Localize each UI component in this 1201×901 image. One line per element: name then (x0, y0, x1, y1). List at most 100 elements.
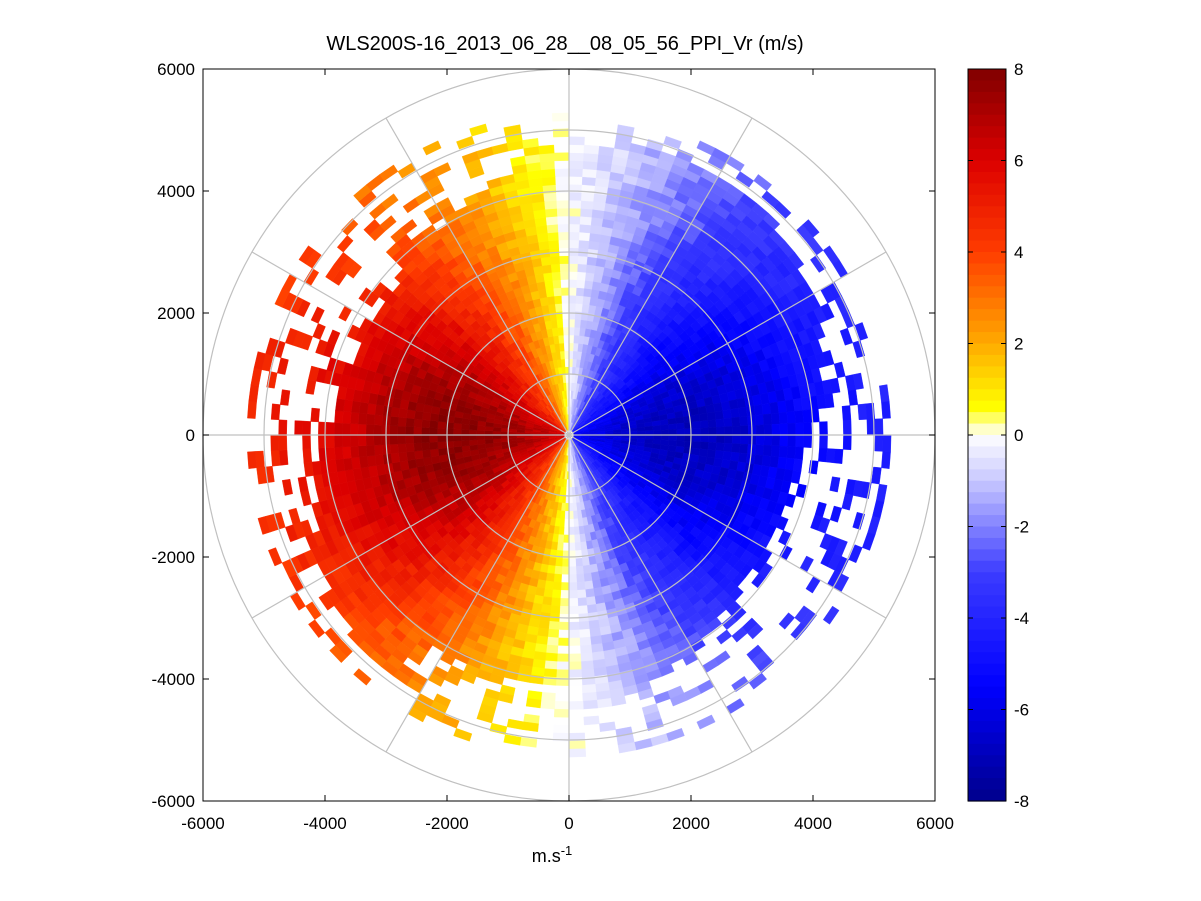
velocity-cell (560, 271, 570, 280)
velocity-cell (762, 413, 773, 426)
velocity-cell (560, 358, 566, 368)
velocity-cell (676, 440, 685, 448)
velocity-cell (437, 441, 447, 450)
velocity-cell (573, 326, 581, 336)
velocity-cell (573, 526, 580, 536)
velocity-cell (546, 223, 559, 234)
velocity-cell (787, 422, 797, 436)
colorbar-band (968, 80, 1006, 93)
velocity-cell (350, 411, 360, 425)
velocity-cell (770, 445, 781, 458)
velocity-cell (581, 192, 595, 202)
colorbar-band (968, 435, 1006, 448)
velocity-cell (374, 404, 385, 416)
velocity-cell (544, 580, 554, 590)
velocity-cell (575, 557, 584, 567)
velocity-cell (563, 334, 570, 344)
velocity-cell (543, 192, 557, 202)
velocity-cell (550, 263, 561, 273)
velocity-cell (574, 319, 582, 328)
velocity-cell (453, 440, 462, 448)
velocity-cell (581, 557, 590, 567)
velocity-cell (536, 627, 549, 638)
velocity-cell (591, 579, 602, 589)
velocity-cell (644, 434, 654, 440)
velocity-cell (445, 421, 454, 430)
velocity-cell (707, 419, 717, 428)
velocity-cell (580, 660, 594, 670)
y-tick-label: -2000 (152, 548, 195, 567)
x-tick-label: 4000 (794, 814, 832, 833)
velocity-cell (803, 422, 813, 436)
velocity-cell (731, 416, 741, 427)
x-tick-label: -4000 (303, 814, 346, 833)
velocity-cell (421, 434, 430, 443)
velocity-cell (668, 439, 678, 447)
velocity-cell (561, 287, 570, 296)
colorbar-band (968, 423, 1006, 436)
velocity-cell (437, 447, 447, 456)
velocity-cell (561, 295, 570, 304)
velocity-cell (684, 440, 693, 449)
velocity-cell (731, 443, 741, 454)
velocity-cell (841, 405, 852, 421)
velocity-cell (536, 232, 549, 243)
velocity-cell (437, 420, 447, 429)
velocity-cell (568, 740, 586, 750)
velocity-cell (691, 441, 701, 450)
velocity-cell (545, 652, 558, 662)
velocity-cell (556, 661, 570, 671)
velocity-cell (546, 636, 559, 647)
velocity-cell (350, 445, 360, 459)
colorbar-band (968, 183, 1006, 196)
velocity-cell (341, 422, 351, 436)
velocity-cell (559, 605, 570, 615)
velocity-cell (762, 444, 773, 457)
velocity-cell (563, 534, 570, 544)
velocity-cell (390, 452, 400, 464)
velocity-cell (579, 533, 587, 543)
velocity-cell (582, 564, 592, 575)
velocity-cell (334, 410, 344, 424)
colorbar-gradient (968, 69, 1006, 802)
colorbar-tick-label: 2 (1014, 335, 1023, 354)
velocity-cell (581, 668, 595, 678)
velocity-cell (578, 620, 590, 631)
velocity-cell (692, 427, 702, 436)
colorbar-band (968, 503, 1006, 516)
colorbar-band (968, 252, 1006, 265)
velocity-cell (568, 326, 575, 336)
velocity-cell (644, 425, 654, 432)
velocity-cell (554, 565, 563, 575)
velocity-cell (770, 412, 781, 425)
velocity-cell (715, 418, 725, 428)
colorbar-band (968, 606, 1006, 619)
velocity-cell (583, 287, 593, 298)
colorbar-band (968, 663, 1006, 676)
velocity-cell (705, 404, 716, 414)
velocity-cell (560, 590, 570, 599)
velocity-cell (541, 264, 553, 274)
colorbar-tick-label: -4 (1014, 609, 1029, 628)
velocity-cell (576, 279, 586, 289)
velocity-cell (579, 223, 592, 234)
colorbar-band (968, 274, 1006, 287)
velocity-cell (554, 168, 570, 177)
velocity-cell (577, 263, 588, 273)
velocity-cell (561, 558, 570, 568)
y-tick-label: 0 (186, 426, 195, 445)
velocity-cell (421, 419, 431, 428)
x-tick-label: -6000 (181, 814, 224, 833)
velocity-cell (538, 144, 555, 155)
velocity-cell (468, 439, 478, 446)
x-axis-label-superscript: -1 (561, 843, 573, 858)
velocity-cell (373, 434, 383, 446)
velocity-cell (558, 629, 570, 639)
velocity-cell (699, 420, 709, 429)
velocity-cell (568, 263, 579, 272)
velocity-cell (583, 715, 600, 726)
velocity-cell (342, 411, 352, 424)
velocity-cell (541, 596, 553, 606)
colorbar-band (968, 457, 1006, 470)
